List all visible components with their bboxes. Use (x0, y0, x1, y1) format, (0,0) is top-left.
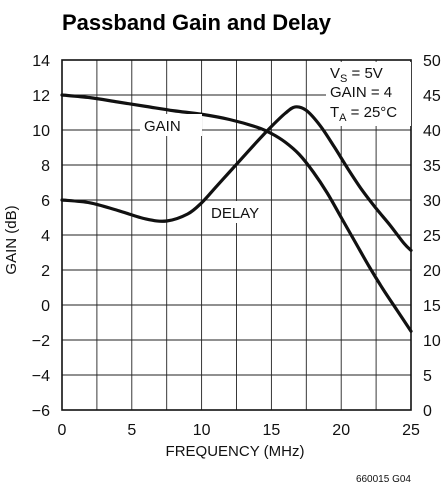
y-tick-label: 4 (41, 228, 50, 245)
x-axis-label: FREQUENCY (MHz) (166, 443, 305, 460)
condition-vs: VS = 5V (330, 65, 383, 85)
y-tick-label: 0 (41, 298, 50, 315)
y-tick-label: −4 (32, 368, 50, 385)
y-tick-label: 8 (41, 158, 50, 175)
left-axis-ticks: 14 12 10 8 6 4 2 0 −2 −4 −6 (32, 53, 50, 420)
y-tick-label: 14 (32, 53, 50, 70)
x-tick-label: 5 (127, 422, 136, 439)
y-tick-label: −6 (32, 403, 50, 420)
condition-gain: GAIN = 4 (330, 84, 392, 101)
y-tick-label: 6 (41, 193, 50, 210)
plot-frame (61, 59, 412, 411)
delay-label-backdrop (207, 201, 267, 223)
series-line-gain (60, 93, 413, 333)
x-tick-label: 20 (332, 422, 350, 439)
y2-tick-label: 25 (423, 228, 441, 245)
figure-code: 660015 G04 (356, 474, 411, 485)
gain-label-backdrop (140, 114, 202, 136)
conditions-backdrop (326, 62, 411, 126)
y2-tick-label: 35 (423, 158, 441, 175)
y2-tick-label: 30 (423, 193, 441, 210)
y-tick-label: 10 (32, 123, 50, 140)
plot-border (61, 59, 412, 411)
y-tick-label: −2 (32, 333, 50, 350)
y-tick-label: 12 (32, 88, 50, 105)
y2-tick-label: 45 (423, 88, 441, 105)
y2-tick-label: 5 (423, 368, 432, 385)
condition-ta: TA = 25°C (330, 104, 397, 124)
x-tick-label: 10 (193, 422, 211, 439)
chart-title: Passband Gain and Delay (62, 10, 332, 35)
series-line-delay (60, 105, 413, 252)
y2-tick-label: 10 (423, 333, 441, 350)
y2-tick-label: 50 (423, 53, 441, 70)
x-axis-ticks: 0 5 10 15 20 25 (58, 422, 420, 439)
x-tick-label: 25 (402, 422, 420, 439)
y2-tick-label: 20 (423, 263, 441, 280)
gain-series-label: GAIN (144, 118, 181, 135)
series-lines (60, 93, 413, 333)
y2-tick-label: 0 (423, 403, 432, 420)
y-axis-label: GAIN (dB) (3, 205, 20, 274)
y-tick-label: 2 (41, 263, 50, 280)
delay-series-label: DELAY (211, 205, 259, 222)
y2-tick-label: 40 (423, 123, 441, 140)
y2-tick-label: 15 (423, 298, 441, 315)
x-tick-label: 15 (263, 422, 281, 439)
x-tick-label: 0 (58, 422, 67, 439)
